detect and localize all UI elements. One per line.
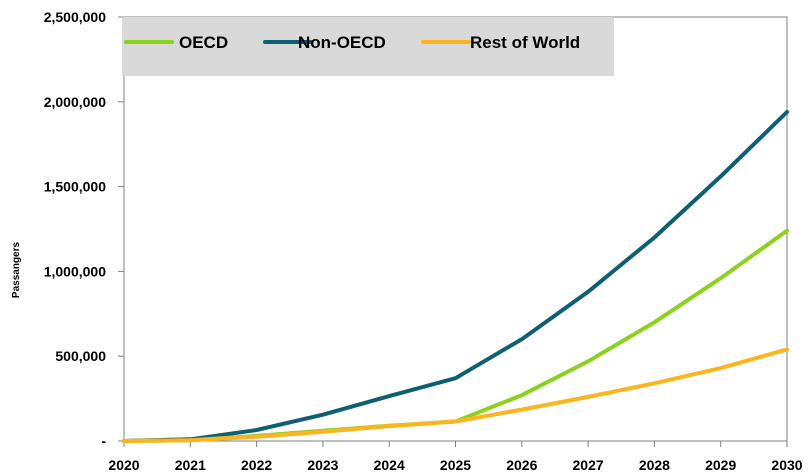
x-tick-label: 2023	[307, 457, 338, 473]
x-tick-label: 2025	[440, 457, 471, 473]
y-tick-label: -	[101, 433, 106, 449]
legend-label: OECD	[179, 33, 228, 52]
x-axis: 2020 2021 2022 2023 2024 2025 2026 2027 2028 2029…	[108, 441, 803, 473]
x-tick-label: 2027	[573, 457, 604, 473]
legend-label: Non-OECD	[298, 33, 386, 52]
series-line-oecd	[122, 228, 789, 443]
y-axis: - 500,000 1,000,000 1,500,000 2,000,000 2,500…	[44, 9, 124, 449]
y-axis-title: Passangers	[11, 241, 22, 298]
x-tick-label: 2020	[108, 457, 139, 473]
legend: OECD Non-OECD Rest of World	[122, 17, 614, 76]
y-tick-label: 2,000,000	[44, 94, 106, 110]
y-tick-label: 1,500,000	[44, 179, 106, 195]
x-tick-label: 2029	[705, 457, 736, 473]
series-line-rest-of-world	[122, 347, 789, 443]
y-tick-label: 500,000	[55, 348, 106, 364]
x-tick-label: 2030	[771, 457, 802, 473]
series-lines	[122, 110, 789, 443]
y-tick-label: 1,000,000	[44, 263, 106, 279]
x-tick-label: 2021	[175, 457, 206, 473]
x-tick-label: 2026	[506, 457, 537, 473]
legend-label: Rest of World	[470, 33, 580, 52]
x-tick-label: 2024	[374, 457, 405, 473]
legend-box	[122, 17, 614, 76]
y-tick-label: 2,500,000	[44, 9, 106, 25]
series-line-non-oecd	[122, 110, 789, 443]
x-tick-label: 2028	[639, 457, 670, 473]
x-tick-label: 2022	[241, 457, 272, 473]
